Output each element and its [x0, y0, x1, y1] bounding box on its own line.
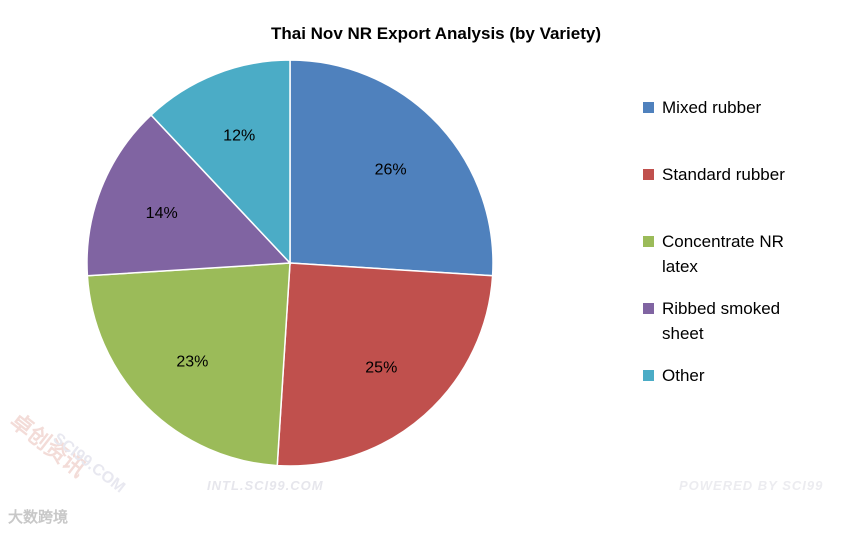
slice-label-2: 23%: [176, 354, 208, 371]
chart-title: Thai Nov NR Export Analysis (by Variety): [270, 24, 601, 43]
pie-slice-1: [276, 262, 494, 467]
slice-label-1: 25%: [365, 360, 397, 377]
legend-label-line: Other: [662, 366, 705, 385]
pie-slice-0: [289, 59, 494, 277]
legend-label-1: Standard rubber: [662, 162, 842, 187]
legend-swatch-2: [643, 236, 654, 247]
pie-slice-3: [86, 113, 292, 277]
legend-label-line: Ribbed smoked: [662, 299, 781, 318]
legend-label-0: Mixed rubber: [662, 95, 842, 120]
legend-swatch-3: [643, 303, 654, 314]
slice-label-0: 26%: [375, 162, 407, 179]
slice-label-4: 12%: [223, 128, 255, 145]
legend-swatch-4: [643, 370, 654, 381]
legend-label-3: Ribbed smoked sheet: [662, 296, 842, 346]
pie-slice-2: [86, 262, 291, 467]
legend-label-line: sheet: [662, 324, 704, 343]
pie-slice-4: [149, 59, 291, 265]
legend-swatch-1: [643, 169, 654, 180]
slice-label-3: 14%: [146, 205, 178, 222]
legend-label-line: Mixed rubber: [662, 98, 762, 117]
watermark-bottom: 大数跨境: [8, 509, 69, 526]
legend-swatch-0: [643, 102, 654, 113]
legend-label-line: Concentrate NR: [662, 232, 784, 251]
legend-label-line: Standard rubber: [662, 165, 785, 184]
legend-label-4: Other: [662, 363, 842, 388]
legend-label-2: Concentrate NR latex: [662, 229, 842, 279]
legend-label-line: latex: [662, 257, 698, 276]
watermark-right: POWERED BY SCI99: [679, 478, 824, 493]
watermark-left: INTL.SCI99.COM: [207, 478, 324, 493]
